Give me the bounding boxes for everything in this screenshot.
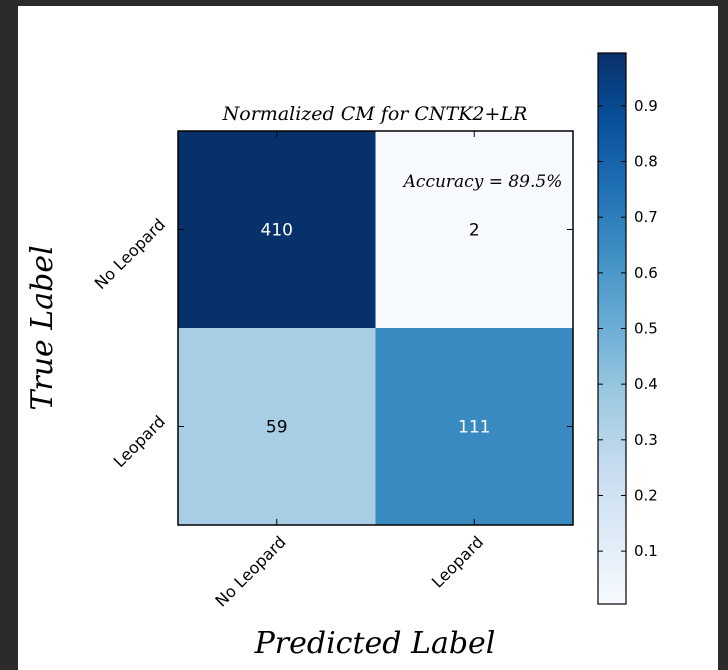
cell-count-label: 2 — [469, 221, 480, 241]
matrix-cell — [375, 328, 573, 525]
colorbar-tick-label: 0.9 — [634, 97, 658, 115]
y-tick-labels: No Leopard Leopard — [91, 215, 169, 471]
plot-frame — [177, 130, 574, 526]
chart-title: Normalized CM for CNTK2+LR — [222, 103, 528, 125]
matrix-cell — [375, 131, 573, 328]
accuracy-annotation: Accuracy = 89.5% — [402, 172, 563, 192]
colorbar-ticks: 0.1 0.2 0.3 0.4 0.5 0.6 0.7 0.8 0.9 — [598, 97, 658, 560]
x-tick-labels: No Leopard Leopard — [211, 532, 487, 610]
colorbar-tick-label: 0.5 — [634, 320, 658, 338]
y-axis-label: True Label — [25, 245, 60, 410]
colorbar-tick-label: 0.4 — [634, 375, 658, 393]
cell-count-label: 111 — [458, 418, 490, 438]
figure: Normalized CM for CNTK2+LR 410 2 59 111 Acc… — [18, 6, 718, 670]
cell-count-label: 410 — [261, 221, 293, 241]
matrix-cell — [178, 131, 376, 328]
y-tick-label: No Leopard — [91, 215, 169, 293]
confusion-matrix-chart: Normalized CM for CNTK2+LR 410 2 59 111 Acc… — [25, 52, 658, 661]
x-axis-label: Predicted Label — [254, 626, 496, 661]
axis-ticks — [178, 131, 573, 525]
x-tick-label: No Leopard — [211, 532, 289, 610]
colorbar-tick-label: 0.2 — [634, 486, 658, 504]
y-tick-label: Leopard — [110, 412, 169, 471]
colorbar-tick-label: 0.3 — [634, 431, 658, 449]
matrix-cells — [178, 131, 573, 525]
x-tick-label: Leopard — [428, 532, 487, 591]
colorbar-tick-label: 0.1 — [634, 542, 658, 560]
colorbar-tick-label: 0.6 — [634, 264, 658, 282]
matrix-cell-labels: 410 2 59 111 — [261, 221, 491, 438]
matrix-cell — [178, 328, 376, 525]
colorbar-tick-label: 0.7 — [634, 208, 658, 226]
colorbar-tick-label: 0.8 — [634, 153, 658, 171]
cell-count-label: 59 — [266, 418, 288, 438]
